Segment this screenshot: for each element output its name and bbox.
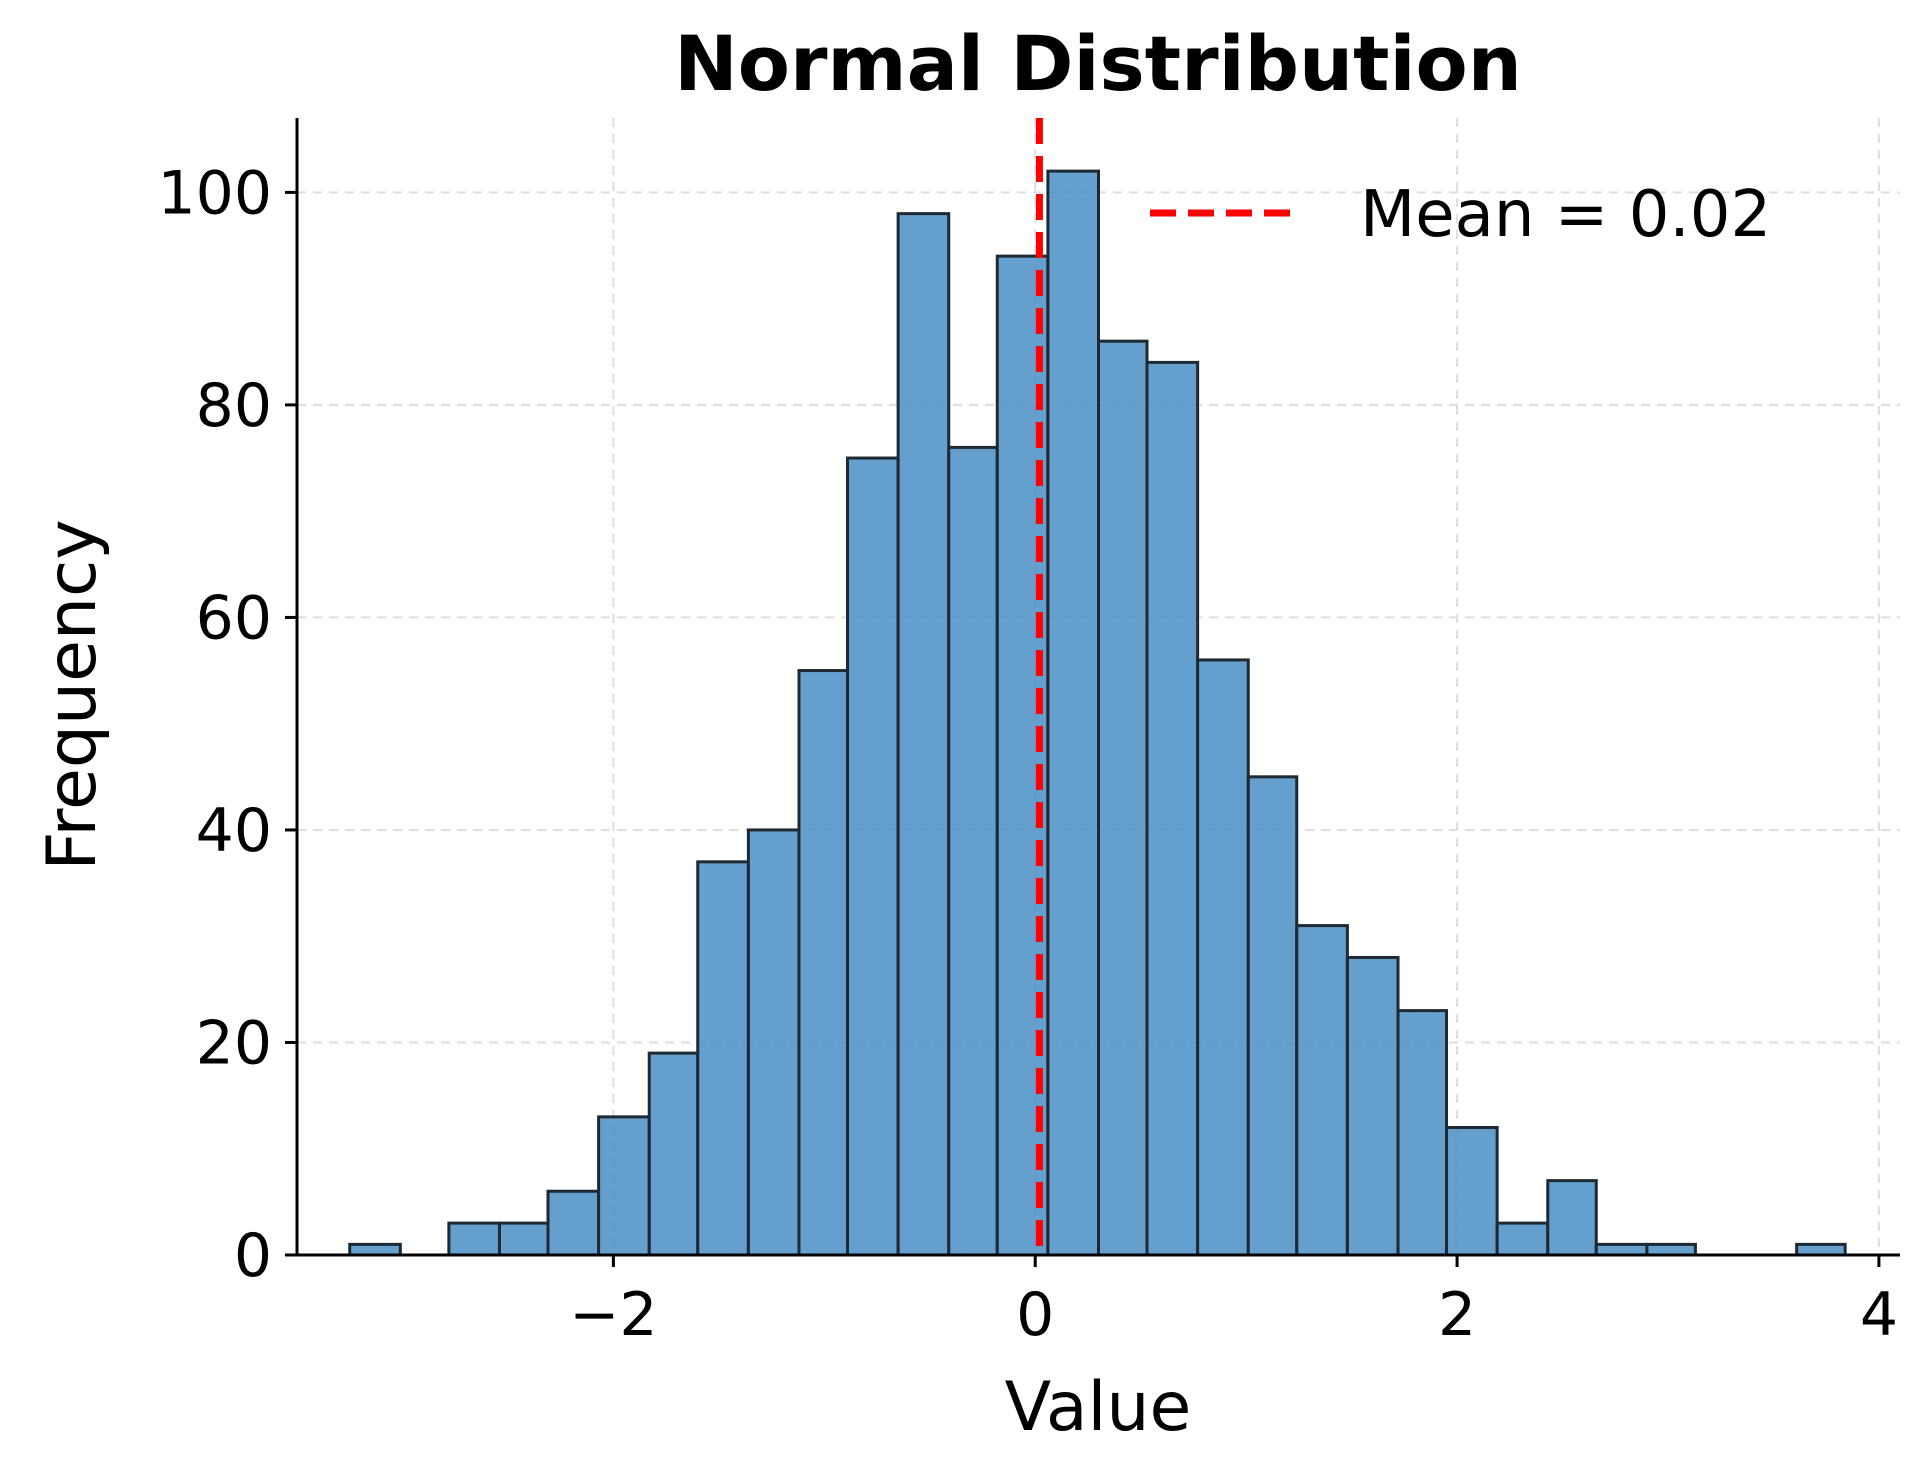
histogram-bar bbox=[746, 828, 801, 1257]
legend: Mean = 0.02 bbox=[1150, 178, 1771, 252]
histogram-bar bbox=[1445, 1125, 1499, 1257]
histogram-bar bbox=[1495, 1221, 1550, 1257]
x-tick-label: 4 bbox=[1860, 1280, 1898, 1350]
x-axis-label: Value bbox=[1005, 1368, 1192, 1447]
chart-title: Normal Distribution bbox=[674, 19, 1522, 108]
x-axis-ticks: −2 0 2 4 bbox=[569, 1255, 1898, 1350]
histogram-bar bbox=[447, 1221, 501, 1257]
y-tick-label: 100 bbox=[157, 158, 272, 228]
histogram-bar bbox=[1196, 658, 1250, 1257]
histogram-bars bbox=[348, 169, 1847, 1257]
histogram-bar bbox=[497, 1221, 550, 1257]
histogram-bar bbox=[1546, 1179, 1598, 1257]
histogram-bar bbox=[1396, 1009, 1449, 1257]
histogram-bar bbox=[1295, 924, 1349, 1257]
histogram-bar bbox=[1645, 1242, 1697, 1257]
legend-label-mean: Mean = 0.02 bbox=[1360, 178, 1771, 252]
y-tick-label: 60 bbox=[196, 583, 272, 653]
histogram-bar bbox=[947, 445, 999, 1257]
x-tick-label: 0 bbox=[1016, 1280, 1054, 1350]
histogram-bar bbox=[1594, 1242, 1649, 1257]
histogram-bar bbox=[597, 1115, 651, 1257]
histogram-bar bbox=[348, 1242, 402, 1257]
axes bbox=[295, 118, 1900, 1257]
y-tick-label: 40 bbox=[196, 796, 272, 866]
histogram-bar bbox=[546, 1189, 601, 1257]
histogram-bar bbox=[1046, 169, 1100, 1257]
y-tick-label: 80 bbox=[196, 371, 272, 441]
histogram-bar bbox=[647, 1051, 700, 1257]
histogram-bar bbox=[846, 456, 900, 1257]
histogram-bar bbox=[797, 669, 850, 1257]
y-axis-ticks: 0 20 40 60 80 100 bbox=[157, 158, 297, 1291]
histogram-bar bbox=[1145, 360, 1200, 1257]
histogram-bar bbox=[1345, 955, 1400, 1257]
y-axis-label: Frequency bbox=[33, 519, 112, 870]
histogram-bar bbox=[1097, 339, 1149, 1257]
y-tick-label: 0 bbox=[234, 1221, 272, 1291]
histogram-bar bbox=[1795, 1242, 1847, 1257]
histogram-bar bbox=[896, 212, 951, 1257]
x-tick-label: −2 bbox=[569, 1280, 657, 1350]
histogram-bar bbox=[696, 860, 750, 1257]
y-tick-label: 20 bbox=[196, 1008, 272, 1078]
x-tick-label: 2 bbox=[1438, 1280, 1476, 1350]
histogram-bar bbox=[1246, 775, 1299, 1257]
